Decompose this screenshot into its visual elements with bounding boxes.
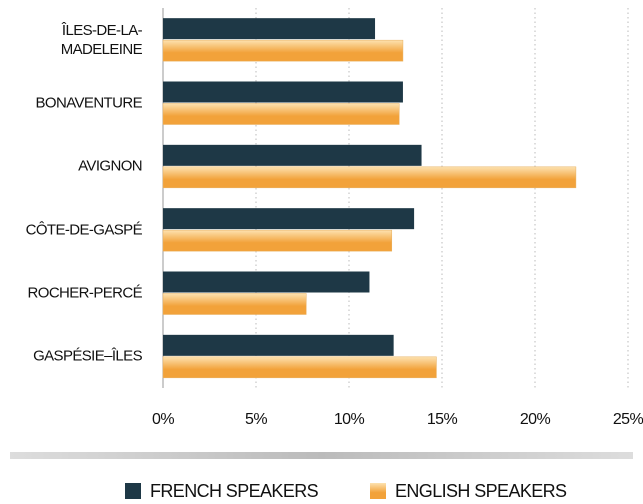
bar bbox=[162, 103, 400, 125]
bar bbox=[163, 18, 376, 40]
category-label: ÎLES-DE-LA-MADELEINE bbox=[60, 21, 143, 58]
bar bbox=[162, 293, 307, 315]
x-tick-label: 20% bbox=[520, 411, 551, 428]
legend-label: FRENCH SPEAKERS bbox=[150, 481, 319, 501]
bar bbox=[162, 166, 577, 189]
x-tick-label: 15% bbox=[427, 411, 458, 428]
bar bbox=[162, 229, 393, 252]
x-tick-label: 10% bbox=[334, 411, 365, 428]
legend-label: ENGLISH SPEAKERS bbox=[395, 481, 567, 501]
category-label: CÔTE-DE-GASPÉ bbox=[25, 221, 143, 239]
x-tick-label: 25% bbox=[613, 411, 643, 428]
bar bbox=[163, 208, 415, 230]
x-tick-label: 5% bbox=[245, 411, 267, 428]
bar bbox=[163, 334, 394, 356]
bar bbox=[163, 271, 370, 293]
bar bbox=[162, 39, 404, 62]
category-label: BONAVENTURE bbox=[35, 94, 143, 112]
bar bbox=[163, 81, 403, 103]
x-tick-label: 0% bbox=[152, 411, 174, 428]
category-label: GASPÉSIE–ÎLES bbox=[33, 347, 143, 365]
category-label: ROCHER-PERCÉ bbox=[27, 284, 143, 302]
category-label: AVIGNON bbox=[78, 157, 142, 175]
separator bbox=[10, 452, 633, 459]
legend-swatch bbox=[125, 483, 141, 499]
bar bbox=[163, 144, 422, 166]
bar bbox=[162, 356, 437, 379]
legend-swatch bbox=[370, 483, 386, 499]
